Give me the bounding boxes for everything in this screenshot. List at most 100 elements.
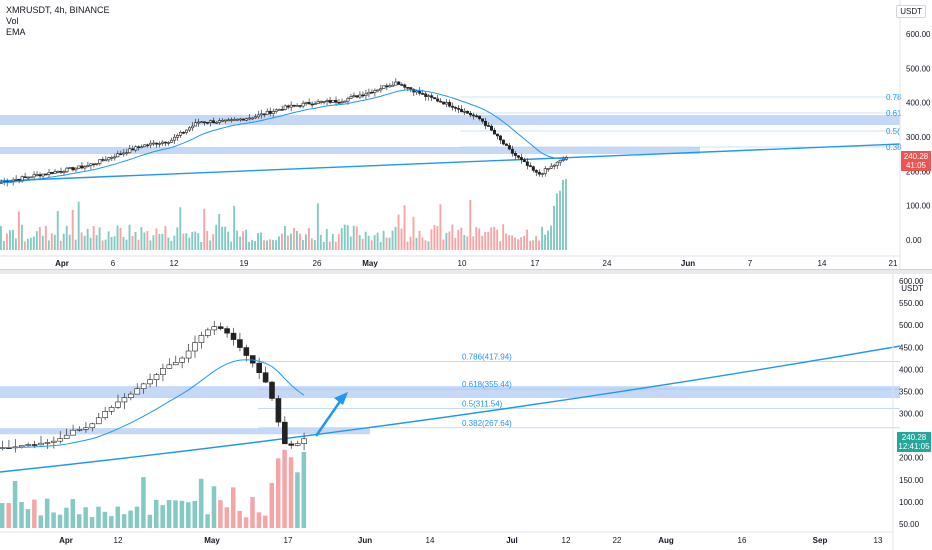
- candle-body: [35, 174, 39, 176]
- volume-bar: [361, 238, 364, 250]
- candle-body: [80, 165, 84, 169]
- volume-bar: [254, 240, 257, 250]
- candle-body: [298, 105, 302, 107]
- volume-bar: [230, 241, 233, 250]
- time-axis-label: 13: [874, 536, 883, 545]
- candle-body: [442, 101, 446, 105]
- bar-countdown: 12:41:05: [898, 442, 930, 451]
- volume-bar: [131, 235, 134, 250]
- price-axis-label: 150.00: [899, 476, 924, 485]
- candle-body: [337, 102, 341, 104]
- volume-bar: [41, 235, 44, 250]
- volume-bar: [239, 236, 242, 250]
- candle-body: [247, 117, 251, 120]
- candle-body: [265, 110, 269, 115]
- bottom-chart-canvas[interactable]: 0.786(417.94) 0.618(355.44) 0.5(311.54) 0.3…: [0, 274, 932, 550]
- volume-bar: [493, 226, 496, 250]
- volume-bar: [200, 241, 203, 250]
- time-axis-label: Apr: [59, 536, 73, 545]
- candle-body: [224, 328, 230, 334]
- candle-body: [403, 84, 407, 88]
- candle-body: [188, 127, 192, 131]
- time-axis-label: Aug: [658, 536, 674, 545]
- volume-bar: [89, 237, 92, 250]
- candle-body: [358, 94, 362, 98]
- candle-body: [460, 109, 464, 113]
- volume-bar: [147, 514, 153, 528]
- volume-bar: [242, 231, 245, 250]
- volume-bar: [292, 227, 295, 250]
- candle-body: [243, 347, 250, 356]
- volume-bar: [538, 240, 541, 250]
- candle-body: [134, 146, 138, 151]
- candle-body: [319, 101, 323, 103]
- candle-body: [343, 100, 347, 103]
- volume-bar: [472, 236, 475, 250]
- volume-indicator-label[interactable]: Vol: [6, 16, 19, 26]
- volume-bar: [466, 236, 469, 250]
- volume-bar: [499, 241, 502, 250]
- volume-bar: [511, 235, 514, 250]
- candle-body: [95, 163, 99, 165]
- ema-indicator-label[interactable]: EMA: [6, 27, 26, 37]
- candle-body: [131, 148, 135, 151]
- candle-body: [466, 110, 470, 114]
- time-axis-label: 12: [562, 536, 571, 545]
- volume-bar: [445, 232, 448, 250]
- volume-bar: [102, 511, 108, 528]
- currency-unit-badge[interactable]: USDT: [896, 5, 926, 18]
- volume-bar: [141, 477, 146, 528]
- last-price-value: 240.28: [901, 433, 927, 442]
- volume-bar: [8, 230, 11, 250]
- volume-bar: [38, 515, 43, 528]
- candle-body: [531, 166, 535, 171]
- candle-body: [71, 167, 75, 171]
- candle-body: [63, 434, 70, 439]
- projection-arrow: [314, 399, 343, 437]
- symbol-title[interactable]: XMRUSDT, 4h, BINANCE: [6, 5, 110, 15]
- pane-divider[interactable]: [0, 269, 932, 274]
- candle-body: [20, 176, 24, 181]
- volume-bar: [227, 231, 230, 250]
- candle-body: [504, 143, 508, 146]
- candle-body: [561, 159, 565, 161]
- volume-bar: [77, 514, 82, 528]
- trend-line: [0, 143, 901, 182]
- volume-bar: [272, 239, 274, 250]
- candle-body: [546, 168, 550, 170]
- candle-body: [102, 411, 108, 419]
- candle-body: [149, 142, 153, 146]
- candle-body: [51, 440, 57, 443]
- volume-bar: [421, 237, 424, 250]
- top-chart-canvas[interactable]: 0.78 0.61 0.5(0.38 600.00 500.00 400.00 300.00…: [0, 0, 932, 269]
- volume-bar: [68, 234, 71, 250]
- candle-body: [32, 174, 36, 178]
- candle-body: [558, 159, 562, 163]
- volume-bar: [161, 234, 164, 250]
- candle-body: [472, 114, 476, 117]
- candle-body: [292, 104, 296, 107]
- volume-bar: [50, 233, 53, 250]
- volume-bar: [96, 506, 101, 528]
- volume-bar: [289, 233, 292, 250]
- volume-bar: [391, 230, 394, 250]
- top-chart-pane[interactable]: 0.78 0.61 0.5(0.38 600.00 500.00 400.00 300.00…: [0, 0, 932, 269]
- volume-bar: [436, 226, 439, 250]
- fib-level-label: 0.5(: [886, 127, 900, 136]
- candle-body: [400, 84, 404, 86]
- volume-bar: [394, 226, 397, 250]
- volume-bar: [400, 228, 403, 250]
- volume-bar: [154, 499, 159, 528]
- volume-bar: [508, 235, 511, 250]
- bottom-chart-pane[interactable]: 0.786(417.94) 0.618(355.44) 0.5(311.54) 0.3…: [0, 274, 932, 550]
- candle-body: [41, 173, 45, 177]
- candle-body: [478, 115, 482, 120]
- candle-body: [412, 88, 416, 93]
- volume-bar: [23, 241, 26, 250]
- candle-body: [95, 417, 102, 425]
- candle-body: [176, 135, 180, 138]
- candle-body: [457, 108, 461, 110]
- candle-body: [282, 421, 288, 445]
- candle-body: [179, 357, 185, 363]
- price-axis-label: 350.00: [899, 387, 924, 396]
